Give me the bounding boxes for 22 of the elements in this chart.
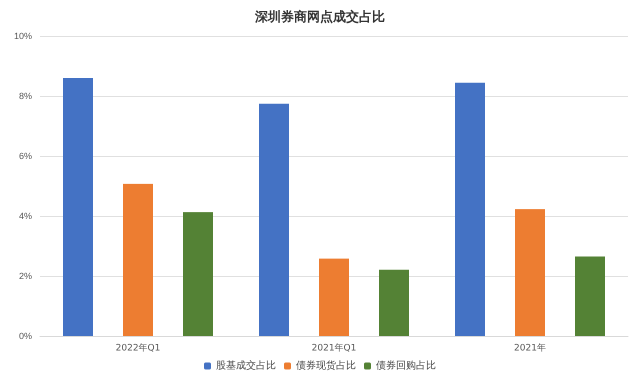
legend-label: 股基成交占比 — [216, 360, 276, 372]
legend-label: 债券回购占比 — [376, 360, 436, 372]
bar — [63, 78, 93, 336]
bar — [319, 258, 349, 336]
x-tick-label: 2022年Q1 — [116, 342, 160, 354]
x-tick-label: 2021年Q1 — [312, 342, 356, 354]
bar — [575, 256, 605, 336]
bar — [455, 82, 485, 336]
bar — [183, 212, 213, 336]
y-tick-label: 2% — [18, 271, 32, 281]
bar — [123, 184, 153, 336]
bar — [379, 270, 409, 336]
chart-title: 深圳券商网点成交占比 — [254, 9, 385, 25]
y-tick-label: 8% — [18, 91, 32, 101]
legend-label: 债券现货占比 — [296, 360, 356, 372]
bar — [515, 209, 545, 336]
bar — [259, 104, 289, 336]
y-tick-label: 4% — [18, 211, 32, 221]
y-tick-label: 6% — [18, 151, 32, 161]
y-tick-label: 10% — [14, 31, 32, 41]
x-tick-label: 2021年 — [514, 342, 546, 354]
y-tick-label: 0% — [18, 331, 32, 341]
